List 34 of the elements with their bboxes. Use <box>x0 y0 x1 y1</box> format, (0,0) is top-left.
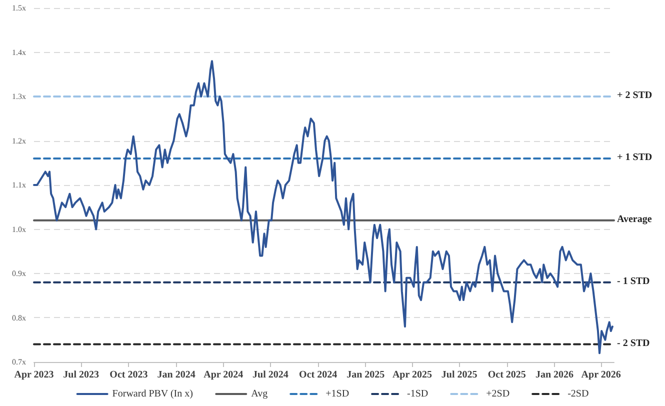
x-tick-label: Jan 2025 <box>346 370 385 380</box>
x-tick-label: Apr 2024 <box>204 370 244 380</box>
annotation: - 2 STD <box>617 338 650 349</box>
legend-label: -2SD <box>568 388 589 400</box>
x-tick-label: Oct 2025 <box>488 370 526 380</box>
legend-label: Avg <box>251 388 268 400</box>
line-series <box>33 60 614 354</box>
x-tick-label: Jul 2023 <box>63 370 100 380</box>
annotation: + 1 STD <box>617 152 652 163</box>
x-tick-label: Jan 2026 <box>535 370 574 380</box>
x-tick-label: Jan 2024 <box>157 370 196 380</box>
x-tick-label: Oct 2023 <box>110 370 148 380</box>
y-tick-label: 0.7x <box>12 358 26 366</box>
annotation: Average <box>617 214 652 225</box>
y-tick-label: 0.8x <box>12 313 26 322</box>
x-tick-label: Oct 2024 <box>299 370 338 380</box>
x-tick-label: Jul 2024 <box>252 370 288 380</box>
annotation: + 2 STD <box>617 90 652 101</box>
y-tick-label: 1.3x <box>12 92 26 101</box>
y-tick-label: 0.9x <box>12 269 26 278</box>
y-tick-label: 1.5x <box>12 4 26 12</box>
x-tick-label: Jul 2025 <box>441 370 478 380</box>
y-tick-label: 1.4x <box>12 48 26 57</box>
legend-label: -1SD <box>407 388 428 400</box>
legend-label: +1SD <box>326 388 350 400</box>
y-tick-label: 1.0x <box>12 224 26 234</box>
x-tick-label: Apr 2023 <box>14 370 54 380</box>
y-tick-label: 1.1x <box>12 180 26 190</box>
x-tick-label: Apr 2025 <box>392 370 432 380</box>
x-tick-label: Apr 2026 <box>581 370 621 380</box>
legend-label: +2SD <box>486 388 510 400</box>
legend-label: Forward PBV (In x) <box>112 388 193 400</box>
annotation: - 1 STD <box>617 276 650 287</box>
y-tick-label: 1.2x <box>12 136 26 146</box>
